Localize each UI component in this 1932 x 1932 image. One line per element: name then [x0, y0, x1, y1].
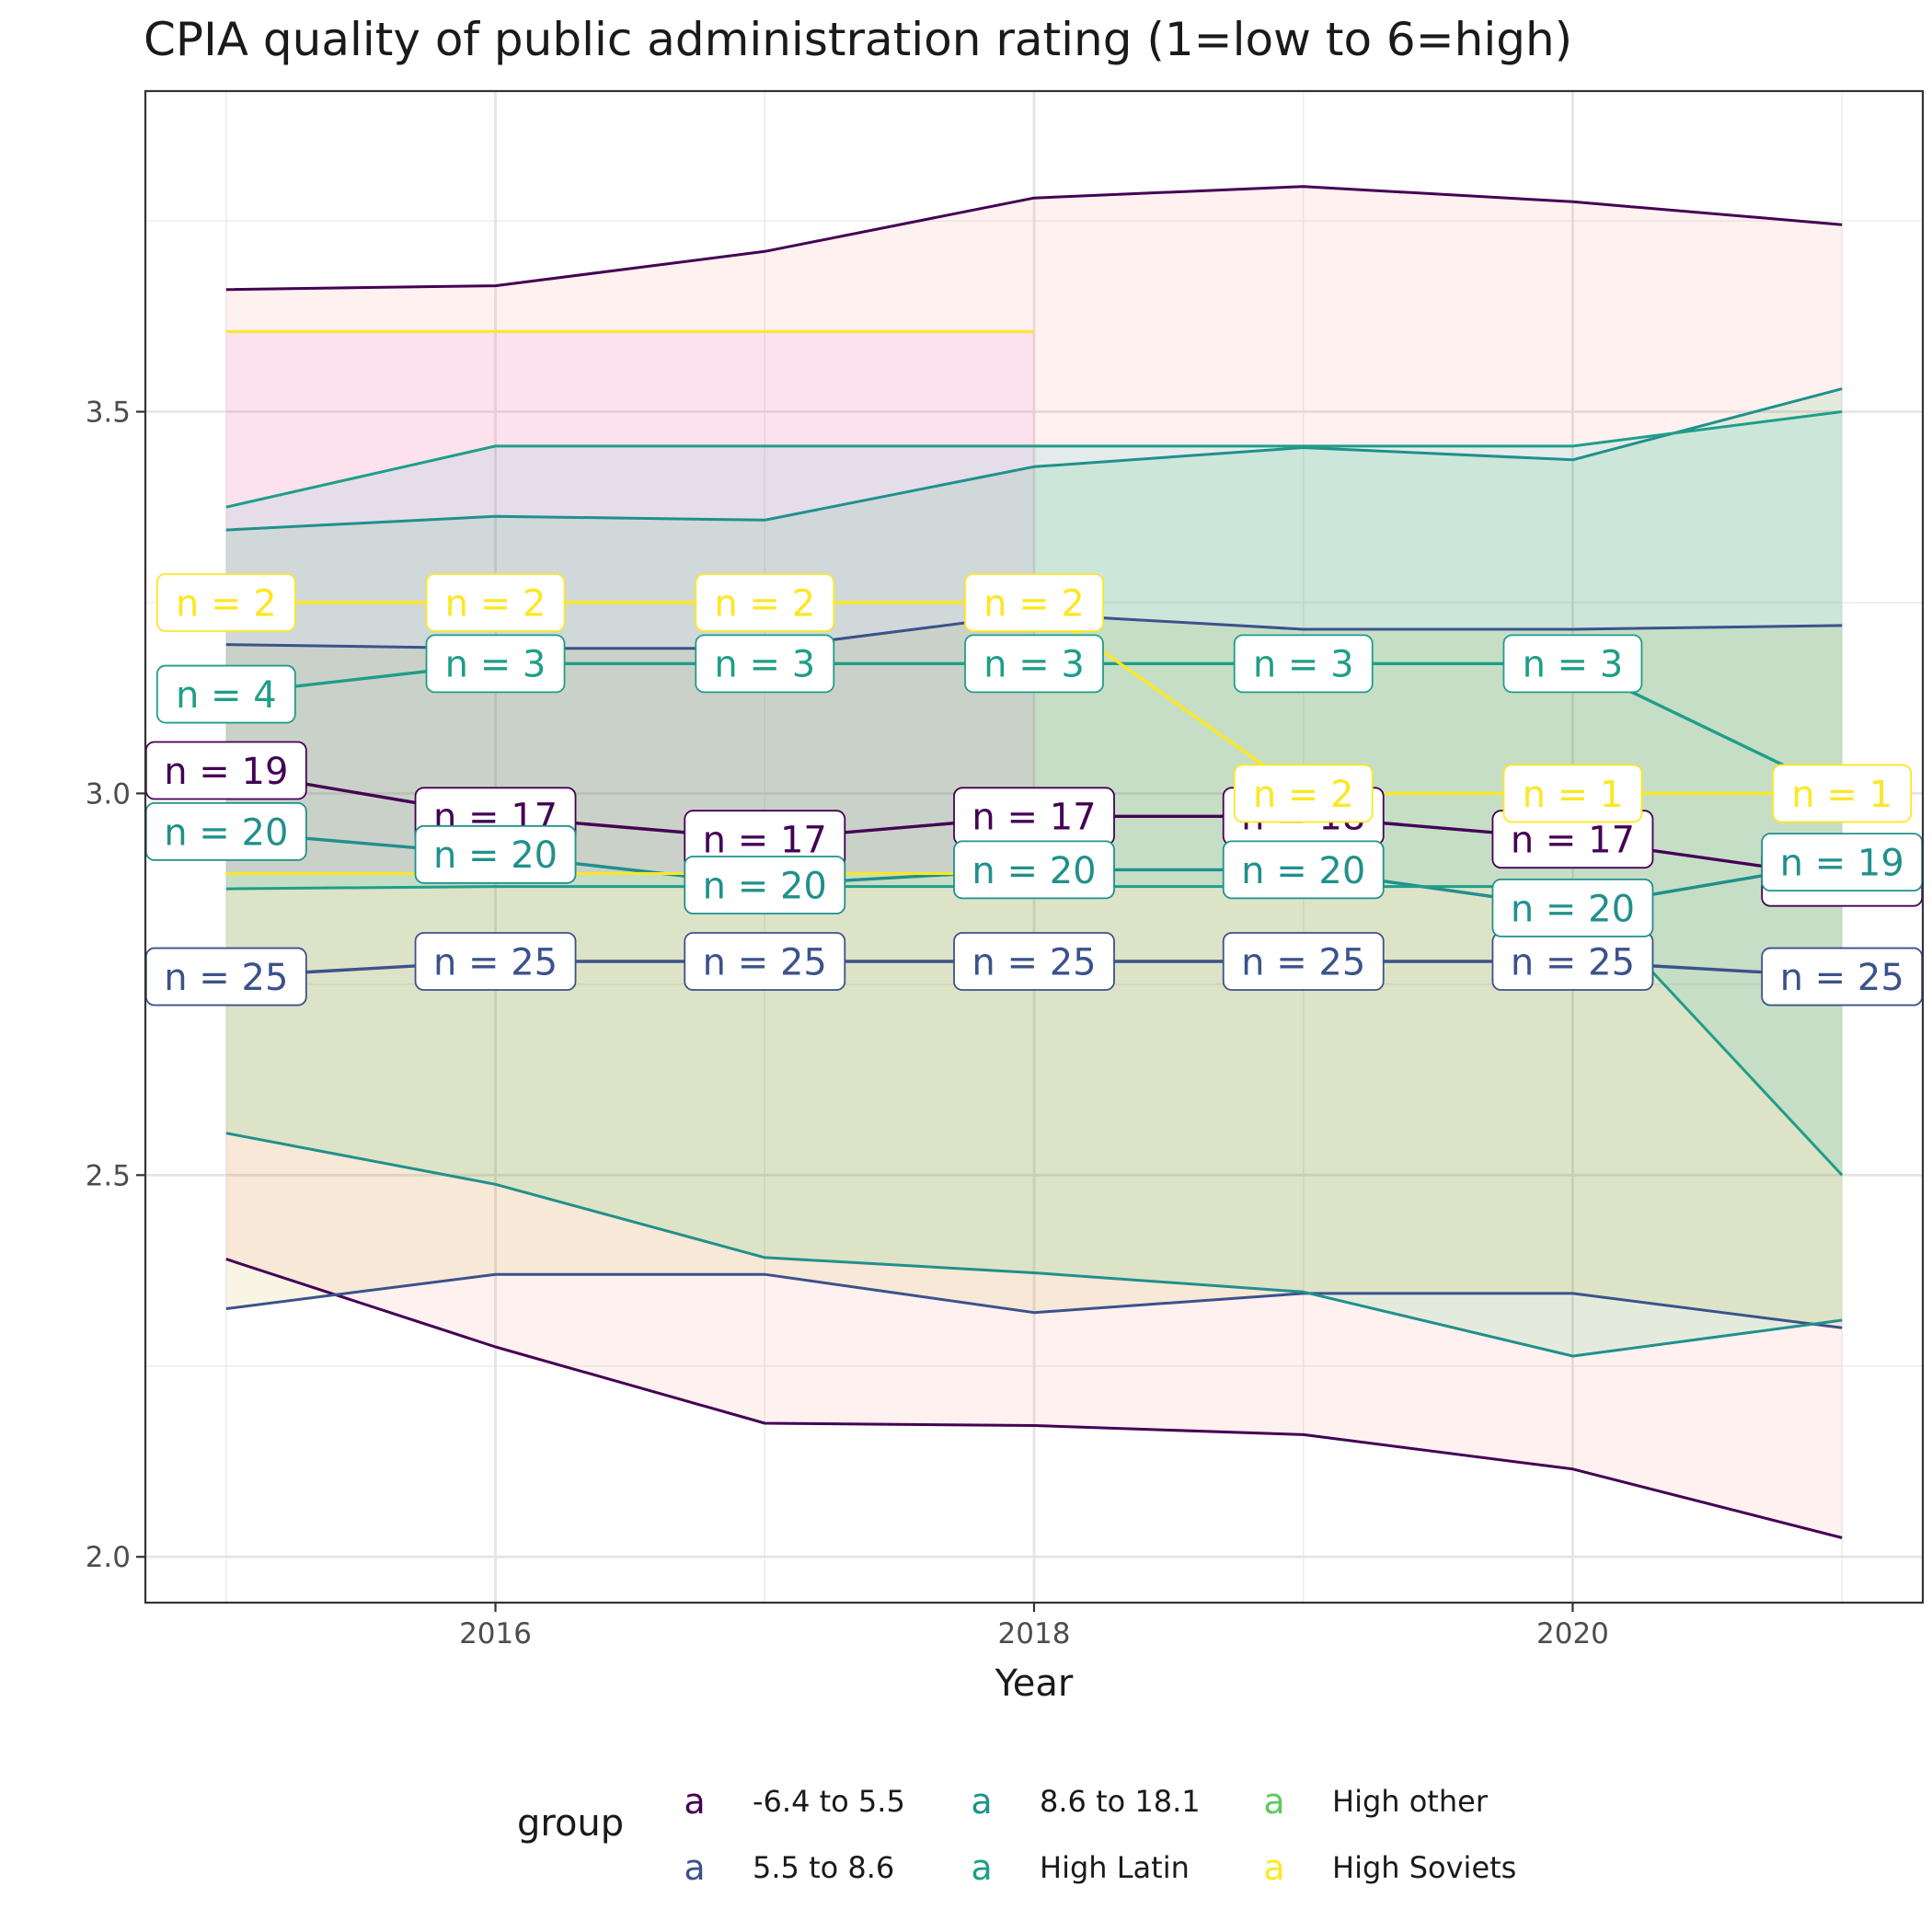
legend-key-high-soviets: a	[1263, 1847, 1284, 1888]
legend-label-high-latin: High Latin	[1040, 1850, 1190, 1885]
lower-line-6-4-to-5-5	[225, 1258, 1843, 1539]
n-label-box	[425, 634, 566, 694]
n-labels: n = 19n = 17n = 17n = 17n = 18n = 17n = …	[145, 573, 1923, 1006]
n-label-text: n = 3	[983, 644, 1085, 686]
y-tick-label: 3.0	[86, 777, 131, 811]
n-label-text: n = 1	[1523, 774, 1624, 816]
legend-title: group	[517, 1802, 624, 1845]
n-label-box	[1233, 764, 1374, 823]
legend-label-6-4-to-5-5: -6.4 to 5.5	[753, 1784, 905, 1819]
n-label-text: n = 2	[714, 582, 815, 625]
n-label-text: n = 19	[164, 751, 288, 793]
x-axis-title: Year	[995, 1662, 1074, 1705]
n-label-box	[1491, 878, 1654, 937]
upper-line-8-6-to-18-1	[225, 387, 1843, 532]
n-label-text: n = 20	[164, 811, 288, 854]
legend: group a -6.4 to 5.5 a 5.5 to 8.6 a 8.6 to 18.1…	[517, 1781, 1516, 1888]
legend-label-high-other: High other	[1332, 1784, 1489, 1819]
axes: 2.0 2.5 3.0 3.5 2016 2018 2020	[86, 397, 1609, 1650]
n-label-text: n = 17	[1511, 820, 1635, 862]
lower-line-8-6-to-18-1	[225, 1132, 1843, 1358]
n-label-text: n = 3	[1253, 644, 1354, 686]
n-label-text: n = 25	[972, 941, 1096, 983]
y-tick-label: 2.5	[86, 1159, 131, 1192]
n-label-box	[695, 573, 835, 632]
n-label-text: n = 3	[1523, 644, 1624, 686]
n-label-box	[1222, 840, 1385, 900]
n-label-box	[695, 634, 835, 694]
legend-label-8-6-to-18-1: 8.6 to 18.1	[1040, 1784, 1201, 1819]
n-label-text: n = 2	[176, 582, 277, 625]
n-label-box	[964, 573, 1104, 632]
y-tick-label: 2.0	[86, 1541, 131, 1574]
n-label-box	[1502, 634, 1643, 694]
legend-label-high-soviets: High Soviets	[1332, 1850, 1516, 1885]
n-label-text: n = 25	[433, 941, 558, 983]
n-label-box	[425, 573, 566, 632]
x-tick-label: 2018	[998, 1617, 1071, 1650]
n-label-text: n = 25	[703, 941, 827, 983]
n-label-text: n = 20	[703, 865, 827, 907]
upper-line-6-4-to-5-5	[225, 185, 1843, 292]
n-label-box	[684, 932, 846, 991]
n-label-box	[953, 932, 1115, 991]
n-label-text: n = 25	[1511, 941, 1635, 983]
n-label-box	[155, 664, 296, 724]
x-tick-label: 2020	[1536, 1617, 1609, 1650]
n-label-box	[414, 824, 577, 884]
n-label-text: n = 4	[176, 674, 277, 717]
n-label-box	[1502, 764, 1643, 823]
legend-key-5-5-to-8-6: a	[684, 1847, 705, 1888]
n-label-text: n = 25	[164, 957, 288, 999]
n-label-text: n = 17	[703, 820, 827, 862]
chart-title: CPIA quality of public administration ra…	[144, 13, 1573, 66]
n-label-text: n = 20	[1241, 850, 1365, 892]
n-label-text: n = 19	[1780, 842, 1904, 884]
n-label-text: n = 25	[1780, 957, 1904, 999]
n-label-text: n = 3	[714, 644, 815, 686]
legend-key-6-4-to-5-5: a	[684, 1781, 705, 1822]
n-label-text: n = 1	[1791, 774, 1892, 816]
legend-key-8-6-to-18-1: a	[971, 1781, 992, 1822]
legend-label-5-5-to-8-6: 5.5 to 8.6	[753, 1850, 894, 1885]
n-label-text: n = 3	[445, 644, 546, 686]
n-label-box	[684, 856, 846, 914]
n-label-box	[1772, 764, 1913, 823]
series-lines	[225, 185, 1844, 1539]
legend-key-high-other: a	[1263, 1781, 1284, 1822]
n-label-text: n = 20	[433, 834, 558, 877]
n-label-box	[1222, 932, 1385, 991]
n-label-box	[155, 573, 296, 632]
n-label-text: n = 2	[445, 582, 546, 625]
x-tick-label: 2016	[459, 1617, 532, 1650]
n-label-box	[964, 634, 1104, 694]
lower-line-5-5-to-8-6	[225, 1272, 1843, 1329]
n-label-text: n = 2	[983, 582, 1085, 625]
y-tick-label: 3.5	[86, 397, 131, 430]
n-label-box	[953, 840, 1115, 900]
n-label-box	[414, 932, 577, 991]
n-label-text: n = 20	[972, 850, 1096, 892]
n-label-box	[1233, 634, 1374, 694]
n-label-text: n = 17	[972, 797, 1096, 839]
n-label-text: n = 20	[1511, 888, 1635, 930]
legend-key-high-latin: a	[971, 1847, 992, 1888]
n-label-text: n = 2	[1253, 774, 1354, 816]
n-label-text: n = 25	[1241, 941, 1365, 983]
upper-line-high-latin	[225, 410, 1843, 509]
